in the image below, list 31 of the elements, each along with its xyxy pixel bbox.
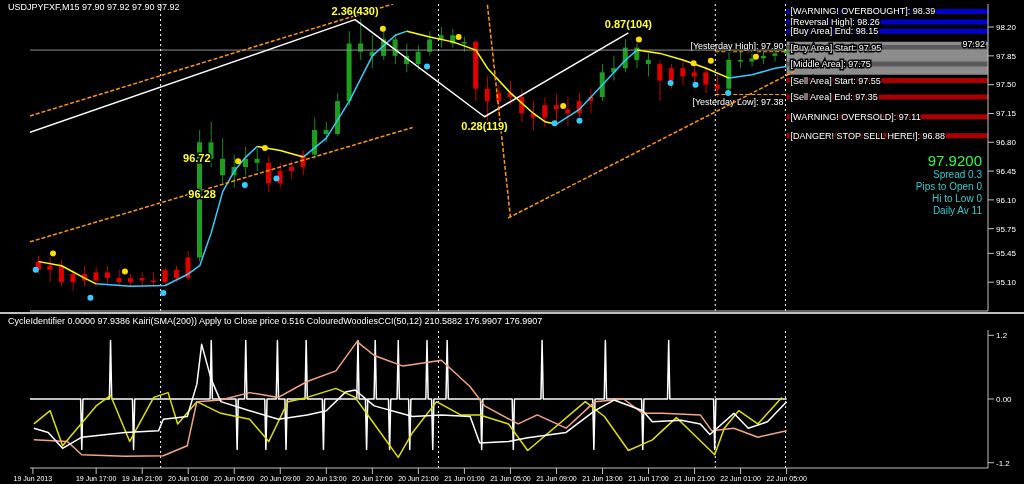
y-tick-label: 95.75 [996, 224, 1017, 234]
y-tick-label: -1.2 [996, 458, 1011, 468]
y-tick-label: 95.10 [996, 278, 1017, 288]
y-tick-label: 1.2 [996, 331, 1008, 341]
y-tick-label: 95.45 [996, 249, 1017, 259]
ref-line-label: [Sell Area] End: 97.35 [790, 92, 878, 103]
ref-line-label: [Middle Area]: 97.75 [790, 59, 871, 70]
ref-line-label: 97.92 [962, 39, 985, 50]
ref-line-label: [Sell Area] Start: 97.55 [790, 75, 881, 86]
y-tick-label: 97.85 [996, 51, 1017, 61]
ref-line-label: [Buy Area] Start: 97.95 [790, 42, 882, 53]
ref-line-label: [Reversal High]: 98.26 [790, 17, 880, 28]
y-tick-label: 96.45 [996, 166, 1017, 176]
y-tick-label: 96.10 [996, 195, 1017, 205]
annotation: Pips to Open 0 [915, 181, 982, 193]
ref-line-label: [Buy Area] End: 98.15 [790, 26, 879, 37]
y-tick-label: 97.50 [996, 80, 1017, 90]
ref-line-label: [Yesterday Low]: 97.38 [692, 96, 784, 107]
chart-title: CycleIdentifier 0.0000 97.9386 Kairi(SMA(200)) Apply to Close price 0.516 ColouredWoodiesCCI(50,12) 210.5882 176.9907 176.9907 [8, 316, 543, 326]
chart-title: USDJPYFXF,M15 97.90 97.92 97.90 97.92 [8, 2, 180, 12]
y-tick-label: 98.20 [996, 22, 1017, 32]
ref-line-label: [Yesterday High]: 97.90 [690, 40, 784, 51]
annotation: Daily Av 11 [931, 205, 982, 217]
y-tick-label: 0.00 [996, 394, 1013, 404]
annotation: 0.28(119) [461, 119, 509, 132]
annotation: Spread 0.3 [932, 169, 982, 181]
y-tick-label: 96.80 [996, 138, 1017, 148]
y-tick-label: 97.15 [996, 109, 1017, 119]
annotation: 97.9200 [926, 152, 982, 169]
annotation: Hi to Low 0 [930, 193, 982, 205]
annotation: 0.87(104) [604, 17, 653, 30]
